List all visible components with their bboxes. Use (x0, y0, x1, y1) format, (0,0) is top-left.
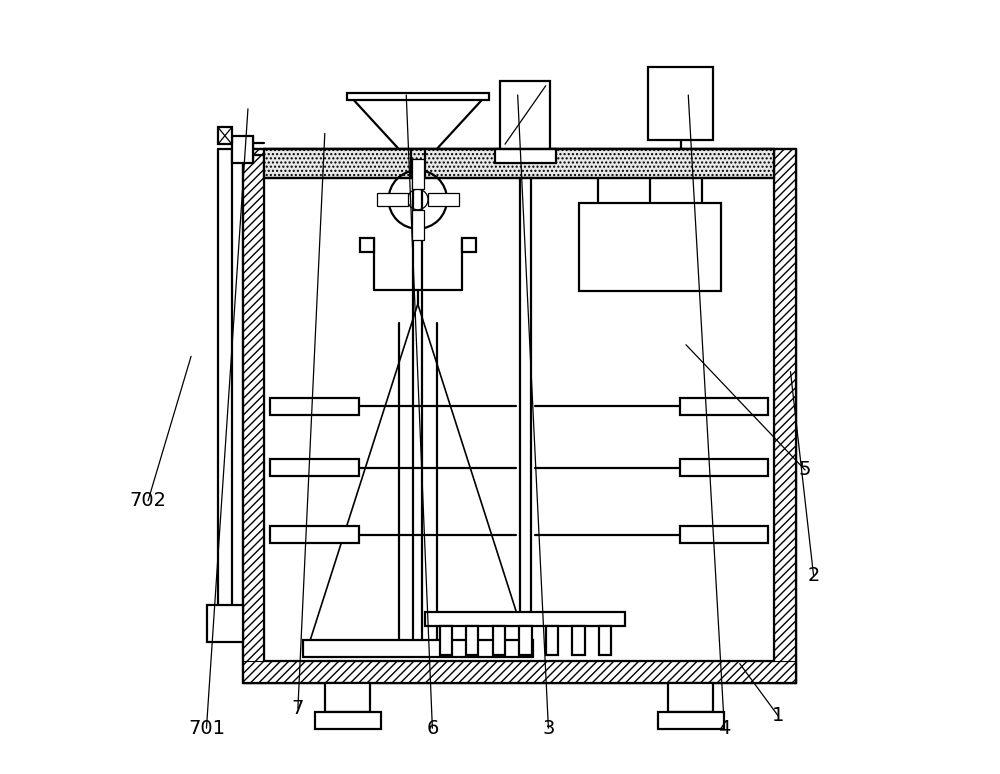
Bar (360, 238, 374, 252)
Text: 1: 1 (772, 707, 784, 725)
Bar (648, 67, 713, 139)
Text: 701: 701 (188, 719, 225, 738)
Text: 5: 5 (799, 461, 811, 479)
Bar (668, 683, 713, 712)
Bar (599, 626, 611, 655)
Bar (579, 203, 721, 291)
Bar (774, 149, 796, 683)
Bar (466, 626, 478, 655)
Bar (428, 194, 459, 206)
Text: 6: 6 (426, 719, 439, 738)
Text: 2: 2 (807, 566, 820, 585)
Bar (658, 712, 724, 729)
Polygon shape (351, 97, 485, 149)
Bar (572, 626, 585, 655)
Text: 702: 702 (130, 491, 167, 510)
Bar (680, 526, 768, 543)
Text: 4: 4 (718, 719, 731, 738)
Bar (500, 81, 550, 149)
Bar (440, 626, 452, 655)
Bar (680, 398, 768, 415)
Bar (270, 526, 359, 543)
Bar (680, 459, 768, 476)
Bar (519, 626, 532, 655)
Bar (495, 149, 556, 163)
Bar (207, 605, 243, 642)
Bar (264, 149, 774, 178)
Bar (270, 459, 359, 476)
Bar (243, 149, 796, 683)
Bar (243, 149, 264, 683)
Bar (347, 94, 489, 100)
Text: 3: 3 (542, 719, 555, 738)
Bar (520, 178, 531, 640)
Bar (493, 626, 505, 655)
Bar (377, 194, 408, 206)
Bar (412, 210, 424, 241)
Bar (325, 683, 370, 712)
Bar (462, 238, 476, 252)
Bar (315, 712, 381, 729)
Bar (270, 398, 359, 415)
Bar (546, 626, 558, 655)
Bar (425, 612, 625, 626)
Bar (243, 661, 796, 683)
Bar (412, 159, 424, 190)
Text: 7: 7 (292, 699, 304, 717)
Bar (303, 640, 533, 657)
Bar (218, 127, 232, 144)
Bar (232, 135, 253, 163)
